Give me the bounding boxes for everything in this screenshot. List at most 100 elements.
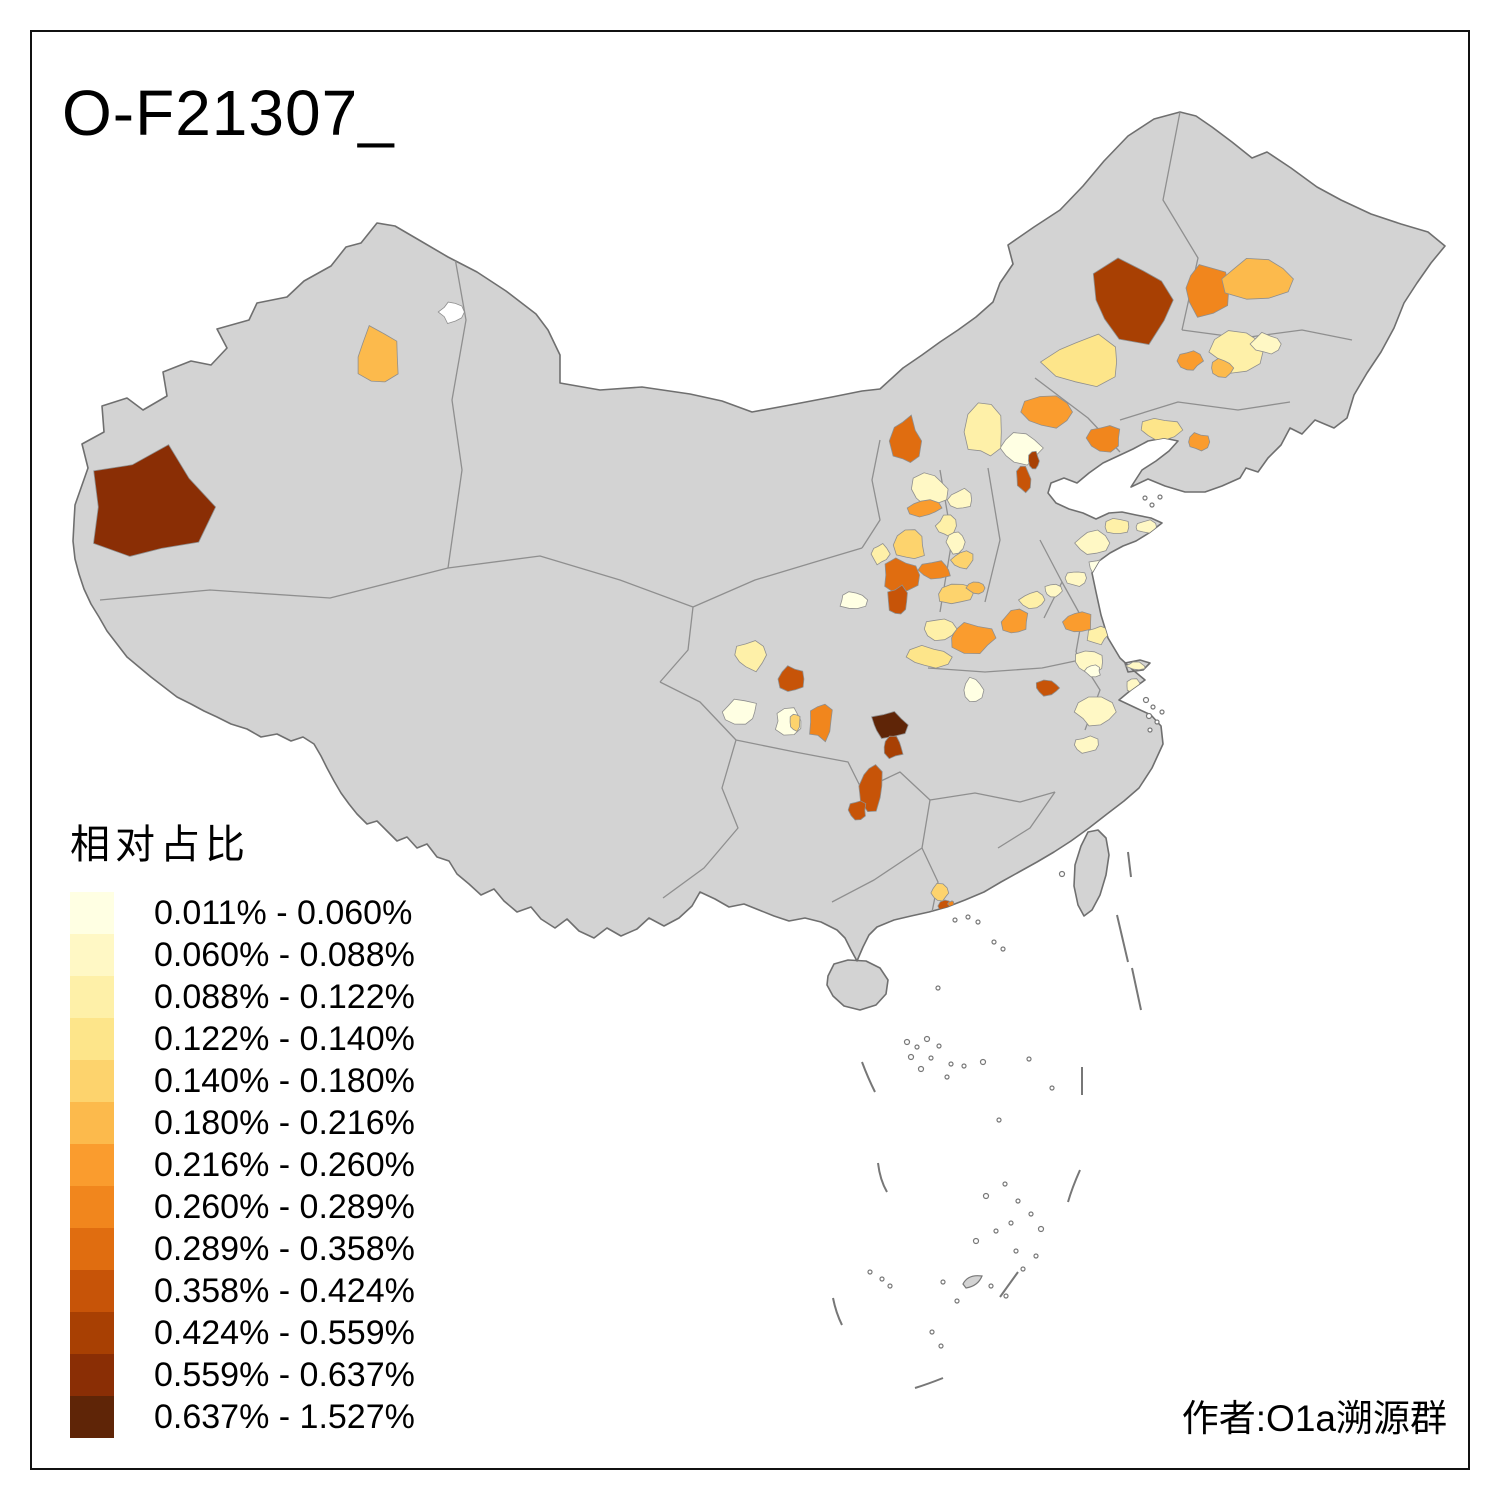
legend-label: 0.122% - 0.140% bbox=[154, 1020, 415, 1058]
map-region bbox=[1085, 425, 1121, 453]
legend-label: 0.358% - 0.424% bbox=[154, 1272, 415, 1310]
map-region bbox=[357, 325, 399, 383]
map-region bbox=[437, 301, 465, 324]
legend: 相对占比 0.011% - 0.060% 0.060% - 0.088% 0.088… bbox=[70, 812, 415, 1438]
legend-label: 0.559% - 0.637% bbox=[154, 1356, 415, 1394]
map-region bbox=[93, 444, 217, 557]
map-region bbox=[1016, 465, 1032, 494]
island-dots bbox=[867, 494, 1165, 1349]
map-region bbox=[906, 499, 943, 518]
map-region bbox=[945, 531, 966, 555]
legend-swatch bbox=[70, 1018, 114, 1060]
legend-item: 0.260% - 0.289% bbox=[70, 1186, 415, 1228]
map-region bbox=[963, 402, 1002, 457]
legend-swatch bbox=[70, 1270, 114, 1312]
map-region bbox=[905, 644, 953, 669]
legend-item: 0.559% - 0.637% bbox=[70, 1354, 415, 1396]
map-region bbox=[847, 800, 867, 821]
legend-item: 0.140% - 0.180% bbox=[70, 1060, 415, 1102]
legend-label: 0.424% - 0.559% bbox=[154, 1314, 415, 1352]
map-region bbox=[884, 557, 921, 594]
map-region bbox=[777, 665, 805, 692]
legend-swatch bbox=[70, 1060, 114, 1102]
legend-label: 0.637% - 1.527% bbox=[154, 1398, 415, 1436]
legend-title: 相对占比 bbox=[70, 823, 250, 867]
map-region bbox=[1073, 735, 1099, 754]
map-region bbox=[1124, 661, 1146, 671]
map-region bbox=[923, 618, 958, 642]
map-region bbox=[888, 414, 923, 463]
map-region bbox=[721, 698, 757, 725]
legend-label: 0.260% - 0.289% bbox=[154, 1188, 415, 1226]
map-region bbox=[965, 581, 986, 595]
map-region bbox=[871, 711, 909, 739]
map-region bbox=[839, 591, 869, 610]
map-region bbox=[858, 764, 883, 813]
map-region bbox=[1073, 696, 1117, 727]
map-region bbox=[1140, 417, 1184, 441]
legend-item: 0.424% - 0.559% bbox=[70, 1312, 415, 1354]
legend-label: 0.289% - 0.358% bbox=[154, 1230, 415, 1268]
map-region bbox=[1249, 331, 1282, 355]
legend-item: 0.637% - 1.527% bbox=[70, 1396, 415, 1438]
map-region bbox=[1221, 257, 1294, 300]
map-region bbox=[1176, 350, 1205, 371]
map-region bbox=[1185, 264, 1230, 318]
legend-swatch bbox=[70, 1144, 114, 1186]
legend-swatch bbox=[70, 1186, 114, 1228]
legend-item: 0.122% - 0.140% bbox=[70, 1018, 415, 1060]
attribution-text: 作者:O1a溯源群 bbox=[1181, 1398, 1447, 1439]
legend-label: 0.088% - 0.122% bbox=[154, 978, 415, 1016]
map-region bbox=[917, 560, 951, 580]
legend-item: 0.289% - 0.358% bbox=[70, 1228, 415, 1270]
map-region bbox=[887, 584, 908, 615]
legend-item: 0.358% - 0.424% bbox=[70, 1270, 415, 1312]
legend-label: 0.140% - 0.180% bbox=[154, 1062, 415, 1100]
legend-label: 0.180% - 0.216% bbox=[154, 1104, 415, 1142]
map-region bbox=[951, 621, 997, 655]
map-region bbox=[949, 550, 974, 570]
legend-label: 0.011% - 0.060% bbox=[154, 894, 413, 932]
map-region bbox=[1039, 333, 1118, 388]
legend-item: 0.180% - 0.216% bbox=[70, 1102, 415, 1144]
legend-item: 0.088% - 0.122% bbox=[70, 976, 415, 1018]
legend-swatch bbox=[70, 1396, 114, 1438]
legend-label: 0.060% - 0.088% bbox=[154, 936, 415, 974]
legend-swatch bbox=[70, 934, 114, 976]
legend-items: 0.011% - 0.060% 0.060% - 0.088% 0.088% - 0… bbox=[70, 892, 415, 1438]
legend-swatch bbox=[70, 1228, 114, 1270]
map-region bbox=[946, 487, 973, 509]
map-region bbox=[1074, 529, 1111, 555]
map-region bbox=[1062, 611, 1092, 633]
map-region bbox=[1092, 257, 1174, 345]
sea-dash-lines bbox=[832, 851, 1142, 1389]
map-region bbox=[930, 882, 950, 902]
map-region bbox=[1000, 608, 1029, 634]
legend-label: 0.216% - 0.260% bbox=[154, 1146, 415, 1184]
legend-swatch bbox=[70, 1354, 114, 1396]
legend-item: 0.060% - 0.088% bbox=[70, 934, 415, 976]
map-region bbox=[1020, 395, 1073, 429]
map-region bbox=[809, 703, 833, 743]
page-title: O-F21307_ bbox=[62, 77, 395, 149]
map-region bbox=[1044, 583, 1063, 598]
map-region bbox=[1188, 432, 1211, 452]
map-region bbox=[1017, 590, 1046, 610]
map-region bbox=[963, 676, 985, 703]
map-region bbox=[1028, 450, 1040, 470]
legend-swatch bbox=[70, 1312, 114, 1354]
legend-item: 0.011% - 0.060% bbox=[70, 892, 415, 934]
legend-swatch bbox=[70, 976, 114, 1018]
map-region bbox=[1064, 571, 1087, 587]
map-region bbox=[1211, 358, 1235, 378]
map-region bbox=[789, 713, 801, 732]
map-region bbox=[1086, 625, 1109, 646]
legend-item: 0.216% - 0.260% bbox=[70, 1144, 415, 1186]
map-region bbox=[870, 542, 891, 566]
map-region bbox=[734, 640, 767, 673]
map-region bbox=[1083, 664, 1101, 678]
map-region bbox=[883, 735, 904, 760]
legend-swatch bbox=[70, 1102, 114, 1144]
legend-swatch bbox=[70, 892, 114, 934]
